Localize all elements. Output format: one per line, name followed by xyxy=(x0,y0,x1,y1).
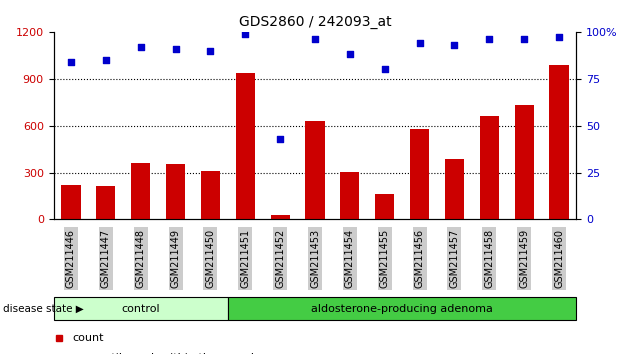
Point xyxy=(135,44,146,50)
Bar xyxy=(61,185,81,219)
Text: count: count xyxy=(72,333,104,343)
Point xyxy=(101,57,111,63)
Point xyxy=(380,67,390,72)
Text: percentile rank within the sample: percentile rank within the sample xyxy=(72,353,260,354)
Bar xyxy=(549,65,569,219)
Point xyxy=(171,46,181,52)
Point xyxy=(519,36,529,42)
Bar xyxy=(166,164,185,219)
Bar xyxy=(131,163,151,219)
Bar xyxy=(96,186,115,219)
Point xyxy=(415,40,425,46)
Bar xyxy=(270,215,290,219)
Bar xyxy=(228,297,576,320)
Bar xyxy=(236,73,255,219)
Point xyxy=(345,52,355,57)
Title: GDS2860 / 242093_at: GDS2860 / 242093_at xyxy=(239,16,391,29)
Point xyxy=(484,36,495,42)
Bar xyxy=(306,121,324,219)
Point xyxy=(240,31,250,36)
Bar xyxy=(54,297,228,320)
Bar xyxy=(479,116,499,219)
Bar xyxy=(515,104,534,219)
Point xyxy=(554,35,564,40)
Point xyxy=(66,59,76,65)
Text: control: control xyxy=(122,304,160,314)
Bar xyxy=(375,194,394,219)
Text: disease state ▶: disease state ▶ xyxy=(3,304,84,314)
Point xyxy=(310,36,320,42)
Point xyxy=(275,136,285,142)
Bar xyxy=(201,171,220,219)
Bar xyxy=(340,172,360,219)
Bar xyxy=(410,129,429,219)
Point xyxy=(205,48,215,53)
Text: aldosterone-producing adenoma: aldosterone-producing adenoma xyxy=(311,304,493,314)
Bar xyxy=(445,159,464,219)
Point xyxy=(449,42,459,48)
